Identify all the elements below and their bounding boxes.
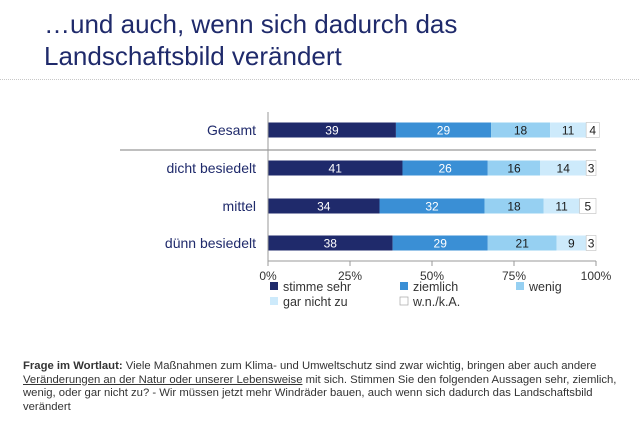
bar-segment: [379, 198, 485, 214]
title-separator: [0, 79, 639, 80]
bar-segment: [487, 235, 557, 251]
category-label: Gesamt: [207, 122, 256, 138]
legend-swatch: [400, 282, 408, 290]
data-label: 3: [588, 162, 595, 176]
x-tick-label: 100%: [581, 269, 612, 283]
data-label: 4: [589, 124, 596, 138]
bar-segment: [585, 160, 597, 176]
bar-segment: [540, 160, 587, 176]
legend-label: gar nicht zu: [283, 295, 348, 309]
legend-swatch: [270, 297, 278, 305]
bar-segment: [268, 235, 393, 251]
legend-label: wenig: [528, 280, 562, 294]
x-tick-label: 50%: [420, 269, 444, 283]
x-tick-label: 75%: [502, 269, 526, 283]
data-label: 5: [584, 200, 591, 214]
bar-segment: [268, 198, 380, 214]
x-tick-label: 0%: [259, 269, 277, 283]
legend-label: ziemlich: [413, 280, 458, 294]
footnote-underlined-text: Veränderungen an der Natur oder unserer …: [23, 373, 303, 386]
legend-label: stimme sehr: [283, 280, 351, 294]
data-label: 21: [516, 237, 530, 251]
bar-segment: [268, 160, 403, 176]
bar-segment: [487, 160, 541, 176]
bar-segment: [556, 235, 587, 251]
bar-segment: [268, 122, 396, 138]
footnote-text-2: mit sich. Stimmen Sie den folgenden Auss…: [23, 373, 617, 413]
category-label: mittel: [223, 198, 256, 214]
data-label: 34: [317, 200, 331, 214]
legend-swatch: [516, 282, 524, 290]
data-label: 18: [507, 200, 521, 214]
data-label: 29: [437, 124, 451, 138]
bar-segment: [491, 122, 551, 138]
data-label: 39: [325, 124, 339, 138]
data-label: 18: [514, 124, 528, 138]
question-footnote: Frage im Wortlaut: Viele Maßnahmen zum K…: [23, 360, 623, 414]
bar-segment: [402, 160, 488, 176]
legend-swatch: [399, 296, 409, 306]
footnote-text-1: Viele Maßnahmen zum Klima- und Umweltsch…: [122, 360, 597, 372]
bar-segment: [585, 235, 597, 251]
footnote-label: Frage im Wortlaut:: [23, 360, 123, 372]
category-label: dünn besiedelt: [165, 235, 256, 251]
bar-segment: [550, 122, 587, 138]
legend-layer: stimme sehr ziemlich wenig gar nicht zu w.n.…: [270, 280, 562, 309]
data-label: 3: [588, 237, 595, 251]
data-label: 9: [568, 237, 575, 251]
bar-segment: [395, 122, 492, 138]
data-label: 41: [329, 162, 343, 176]
bar-segment: [484, 198, 544, 214]
axis-layer: Gesamt dicht besiedelt mittel dünn besiedel…: [120, 112, 612, 283]
data-label: 11: [562, 124, 575, 138]
data-label: 14: [557, 162, 571, 176]
chart-title: …und auch, wenn sich dadurch das Landsch…: [44, 9, 458, 71]
stacked-bar-chart: 39 29 18 11 441 26 16 14 334 32 18 11 538 29 21 9 3 Gesa…: [120, 112, 612, 309]
x-tick-label: 25%: [338, 269, 362, 283]
bars-layer: 39 29 18 11 441 26 16 14 334 32 18 11 538 29 21 9 3: [268, 122, 600, 251]
data-label: 26: [438, 162, 452, 176]
data-label: 29: [434, 237, 448, 251]
data-label: 32: [425, 200, 439, 214]
bar-segment: [543, 198, 580, 214]
category-label: dicht besiedelt: [166, 160, 256, 176]
data-label: 38: [324, 237, 338, 251]
data-label: 16: [507, 162, 521, 176]
data-label: 11: [555, 200, 568, 214]
bar-segment: [392, 235, 488, 251]
legend-swatch: [270, 282, 278, 290]
legend-label: w.n./k.A.: [412, 295, 460, 309]
bar-segment: [585, 122, 600, 138]
bar-segment: [579, 198, 597, 214]
